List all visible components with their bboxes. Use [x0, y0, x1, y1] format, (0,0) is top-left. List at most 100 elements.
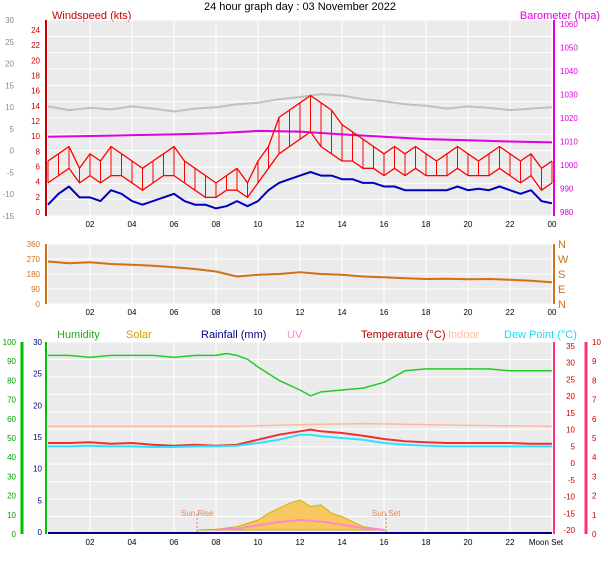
temp-xtick: 14	[338, 538, 347, 547]
temperature-tick: -10	[563, 493, 575, 502]
wind-direction-panel: 02 04 06 08 10 12 14 16 18 20 22 00090180270360NESW…	[27, 239, 569, 317]
wind-xtick: 10	[254, 220, 263, 229]
temp-xtick: Moon Set	[529, 538, 564, 547]
windspeed-tick: 8	[36, 147, 41, 156]
humidity-tick: 70	[7, 396, 16, 405]
temperature-tick: -15	[563, 509, 575, 518]
compass-label: N	[558, 299, 566, 311]
direction-xtick: 00	[548, 308, 557, 317]
temp-xtick: 06	[170, 538, 179, 547]
sunset-label: Sun Set	[372, 509, 401, 518]
direction-xtick: 10	[254, 308, 263, 317]
uv-tick: 9	[592, 357, 597, 366]
humidity-tick: 80	[7, 376, 16, 385]
direction-xtick: 02	[86, 308, 95, 317]
uv-tick: 2	[592, 492, 597, 501]
temperature-tick: -20	[563, 526, 575, 535]
wind-average-line	[47, 171, 553, 210]
wind-outer-tick: -5	[7, 168, 15, 177]
temp-xtick: 02	[86, 538, 95, 547]
direction-tick: 270	[27, 255, 41, 264]
humidity-tick: 20	[7, 492, 16, 501]
barometer-tick: 990	[560, 185, 574, 194]
wind-outer-tick: 10	[5, 103, 14, 112]
uv-tick: 10	[592, 338, 601, 347]
compass-label: W	[558, 254, 569, 266]
indoor-temperature-line	[48, 422, 553, 428]
humidity-tick: 30	[7, 472, 16, 481]
humidity-tick: 60	[7, 415, 16, 424]
humidity-label: Humidity	[57, 329, 100, 341]
rainfall-tick: 15	[33, 433, 42, 442]
barometer-tick: 1040	[560, 67, 578, 76]
direction-xtick: 16	[380, 308, 389, 317]
wind-direction-line	[47, 260, 553, 284]
rainfall-tick: 25	[33, 370, 42, 379]
direction-xtick: 14	[338, 308, 347, 317]
dew-point-line	[48, 433, 552, 448]
uv-tick: 1	[592, 511, 597, 520]
wind-xtick: 12	[296, 220, 305, 229]
temperature-tick: 25	[566, 375, 575, 384]
uv-tick: 7	[592, 396, 597, 405]
direction-xtick: 18	[422, 308, 431, 317]
windspeed-title: Windspeed (kts)	[52, 10, 131, 22]
wind-xtick: 08	[212, 220, 221, 229]
barometer-tick: 1000	[560, 161, 578, 170]
solar-label: Solar	[126, 329, 152, 341]
temperature-tick: -5	[568, 476, 576, 485]
direction-xtick: 22	[506, 308, 515, 317]
temp-xtick: 04	[128, 538, 137, 547]
wind-xtick: 06	[170, 220, 179, 229]
wind-xtick: 18	[422, 220, 431, 229]
direction-xtick: 04	[128, 308, 137, 317]
compass-label: N	[558, 239, 566, 251]
temperature-tick: 5	[571, 442, 576, 451]
wind-outer-tick: 15	[5, 81, 14, 90]
temp-xtick: 22	[506, 538, 515, 547]
rainfall-label: Rainfall (mm)	[201, 329, 266, 341]
rainfall-tick: 20	[33, 401, 42, 410]
rainfall-tick: 5	[38, 496, 43, 505]
uv-tick: 8	[592, 376, 597, 385]
barometer-title: Barometer (hpa)	[520, 10, 600, 22]
direction-xtick: 12	[296, 308, 305, 317]
temp-xtick: 08	[212, 538, 221, 547]
temp-xtick: 18	[422, 538, 431, 547]
wind-barometer-panel: Windspeed (kts) Barometer (hpa) 02 04 06 08…	[2, 10, 600, 229]
temperature-label: Temperature (°C)	[361, 329, 445, 341]
wind-xtick: 14	[338, 220, 347, 229]
wind-outer-tick: 20	[5, 60, 14, 69]
uv-tick: 4	[592, 453, 597, 462]
uv-line	[215, 519, 385, 531]
windspeed-tick: 6	[36, 163, 41, 172]
windspeed-tick: 12	[31, 117, 40, 126]
uv-tick: 3	[592, 472, 597, 481]
wind-xtick: 04	[128, 220, 137, 229]
direction-tick: 180	[27, 270, 41, 279]
humidity-tick: 0	[12, 530, 17, 539]
windspeed-tick: 2	[36, 193, 41, 202]
wind-outer-tick: 5	[10, 125, 15, 134]
temp-xtick: 10	[254, 538, 263, 547]
temperature-tick: 10	[566, 426, 575, 435]
windspeed-tick: 20	[31, 56, 40, 65]
humidity-tick: 50	[7, 434, 16, 443]
humidity-tick: 90	[7, 357, 16, 366]
humidity-tick: 40	[7, 453, 16, 462]
temp-xtick: 20	[464, 538, 473, 547]
direction-tick: 90	[31, 285, 40, 294]
direction-xtick: 08	[212, 308, 221, 317]
wind-outer-tick: 30	[5, 16, 14, 25]
wind-outer-tick: -10	[2, 190, 14, 199]
wind-xtick: 00	[548, 220, 557, 229]
uv-tick: 5	[592, 434, 597, 443]
gust-average-line	[47, 93, 553, 113]
humidity-tick: 10	[7, 511, 16, 520]
barometer-tick: 1030	[560, 91, 578, 100]
barometer-tick: 1020	[560, 114, 578, 123]
direction-xtick: 06	[170, 308, 179, 317]
compass-label: S	[558, 269, 565, 281]
humidity-tick: 100	[3, 338, 17, 347]
